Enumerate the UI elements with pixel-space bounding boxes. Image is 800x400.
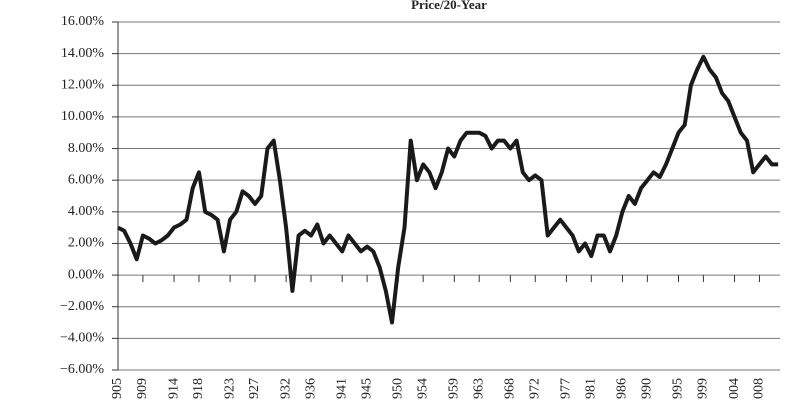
x-tick-label: 1905 xyxy=(110,378,125,400)
x-tick-label: 2008 xyxy=(752,378,767,400)
x-tick-label: 1986 xyxy=(615,378,630,400)
y-tick-label: 16.00% xyxy=(61,14,105,29)
y-tick-label: 0.00% xyxy=(68,267,105,282)
x-tick-label: 1981 xyxy=(584,378,599,400)
x-tick-label: 1963 xyxy=(471,378,486,400)
x-tick-label: 2004 xyxy=(727,378,742,400)
y-tick-label: 14.00% xyxy=(61,46,105,61)
y-tick-label: 4.00% xyxy=(68,204,105,219)
x-tick-label: 1909 xyxy=(135,378,150,400)
y-tick-label: 6.00% xyxy=(68,172,105,187)
x-tick-label: 1990 xyxy=(640,378,655,400)
chart-title: Price/20-Year xyxy=(411,0,487,12)
x-tick-label: 1936 xyxy=(303,378,318,400)
x-tick-label: 1968 xyxy=(503,378,518,400)
x-tick-label: 1995 xyxy=(671,378,686,400)
x-tick-label: 1914 xyxy=(166,378,181,400)
y-tick-label: 8.00% xyxy=(68,141,105,156)
x-tick-label: 1941 xyxy=(334,378,349,400)
x-tick-label: 1977 xyxy=(559,378,574,400)
y-tick-label: −6.00% xyxy=(60,362,104,377)
x-tick-label: 1918 xyxy=(191,378,206,400)
x-tick-label: 1954 xyxy=(415,378,430,400)
x-tick-label: 1927 xyxy=(247,378,262,400)
y-tick-label: −2.00% xyxy=(60,299,104,314)
x-tick-label: 1932 xyxy=(278,378,293,400)
x-tick-label: 1923 xyxy=(222,378,237,400)
x-tick-label: 1950 xyxy=(390,378,405,400)
y-tick-label: −4.00% xyxy=(60,331,104,346)
y-tick-label: 2.00% xyxy=(68,236,105,251)
x-tick-label: 1972 xyxy=(527,378,542,400)
x-tick-label: 1945 xyxy=(359,378,374,400)
x-tick-label: 1959 xyxy=(447,378,462,400)
y-tick-label: 12.00% xyxy=(61,77,105,92)
data-line xyxy=(117,54,779,325)
x-tick-label: 1999 xyxy=(696,378,711,400)
y-tick-label: 10.00% xyxy=(61,109,105,124)
